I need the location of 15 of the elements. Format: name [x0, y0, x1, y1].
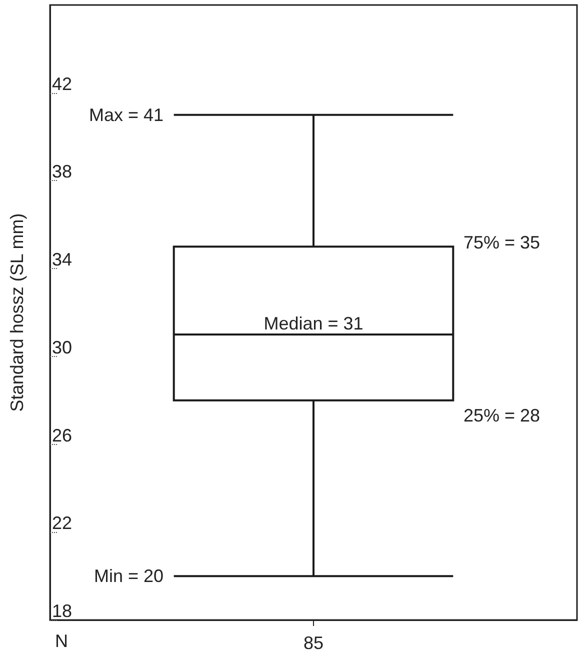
y-tick-label: 38 [52, 162, 72, 182]
y-tick-label: 42 [52, 74, 72, 94]
x-axis-title: N [55, 631, 68, 651]
y-tick-label: 30 [52, 337, 72, 358]
y-tick-label: 26 [52, 425, 72, 446]
x-tick-label: 85 [303, 633, 324, 653]
annotation: Max = 41 [88, 104, 164, 125]
y-axis-title: Standard hossz (SL mm) [7, 213, 27, 412]
annotation: 75% = 35 [464, 232, 540, 253]
y-tick-label: 18 [52, 601, 72, 621]
y-tick-label: 22 [52, 513, 72, 534]
annotation: 25% = 28 [464, 405, 540, 426]
y-tick-label: 34 [52, 250, 72, 270]
annotation: Median = 31 [264, 313, 364, 334]
annotation: Min = 20 [94, 566, 164, 586]
